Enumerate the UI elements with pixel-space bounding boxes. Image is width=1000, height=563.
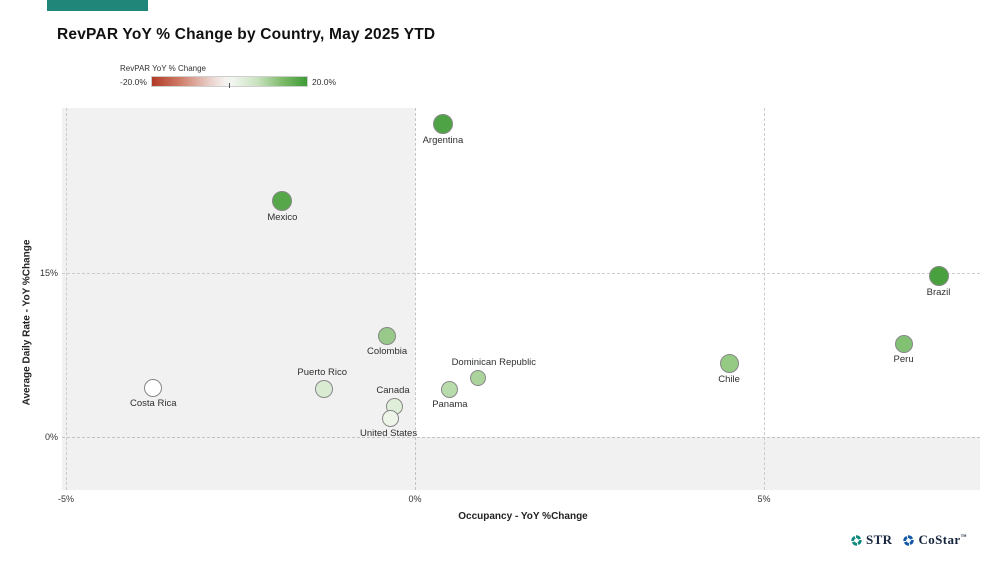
data-point-puerto-rico[interactable] [315,379,334,398]
y-axis-title: Average Daily Rate - YoY %Change [21,239,33,406]
x-axis-title: Occupancy - YoY %Change [458,511,588,522]
costar-trademark: ™ [960,534,967,541]
costar-logo: CoStar™ [902,532,967,548]
data-point-brazil[interactable] [928,266,949,287]
x-tick-label-5%: 5% [757,494,771,504]
gridline-x-5% [764,108,765,490]
gridline-x-0% [415,108,416,490]
data-point-colombia[interactable] [378,327,397,346]
x-tick-label--5%: -5% [57,494,74,504]
str-logo: STR [850,532,893,548]
y-tick-label-15%: 15% [39,268,58,278]
data-label-brazil: Brazil [926,287,951,299]
data-point-chile[interactable] [719,354,739,374]
color-legend-title: RevPAR YoY % Change [120,64,206,73]
y-tick-label-0%: 0% [44,432,58,442]
data-label-panama: Panama [432,399,468,411]
data-point-panama[interactable] [441,381,459,399]
color-legend-min-label: -20.0% [120,76,147,87]
data-label-peru: Peru [893,354,914,366]
data-label-mexico: Mexico [267,211,298,223]
data-point-mexico[interactable] [272,190,293,211]
chart-title: RevPAR YoY % Change by Country, May 2025… [57,26,436,43]
data-label-puerto-rico: Puerto Rico [297,366,348,378]
data-label-argentina: Argentina [422,135,464,147]
data-point-dominican-republic[interactable] [469,369,486,386]
color-legend-center-tick [229,83,231,88]
data-point-costa-rica[interactable] [144,378,163,397]
data-label-colombia: Colombia [367,346,408,358]
shaded-band-left [62,108,415,490]
costar-logo-text: CoStar™ [918,532,967,547]
data-point-argentina[interactable] [432,114,453,135]
x-tick-label-0%: 0% [408,494,422,504]
shaded-band-bottom [415,437,980,490]
gridline-y-15% [62,273,980,274]
data-label-united-states: United States [360,427,418,439]
data-label-canada: Canada [376,384,410,396]
data-point-united-states[interactable] [382,409,400,427]
data-label-chile: Chile [718,374,740,386]
color-legend-max-label: 20.0% [311,76,337,87]
str-logo-text: STR [865,532,893,547]
str-pinwheel-icon [851,534,862,546]
gridline-x--5% [66,108,67,490]
vendor-logos: STR CoStar™ [850,532,967,548]
costar-pinwheel-icon [903,534,915,546]
color-legend: RevPAR YoY % Change -20.0% 20.0% [120,64,337,88]
data-label-costa-rica: Costa Rica [130,397,177,409]
data-label-dominican-republic: Dominican Republic [451,356,537,368]
brand-color-bar [47,0,148,11]
data-point-peru[interactable] [894,335,913,354]
gridline-y-0% [62,437,980,438]
color-legend-gradient-bar[interactable] [150,76,308,88]
